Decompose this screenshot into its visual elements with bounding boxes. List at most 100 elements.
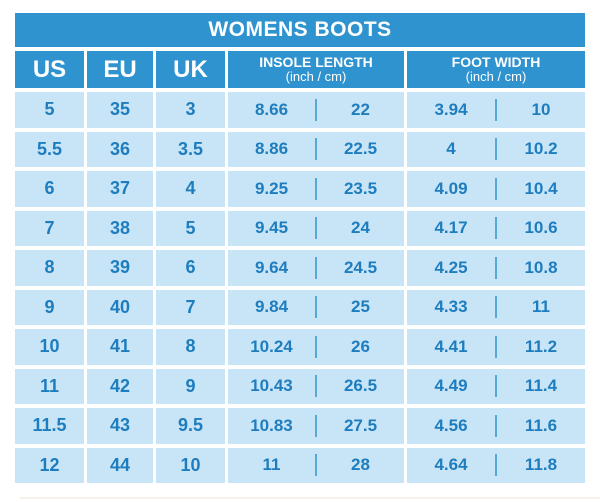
table-row: 9 40 7 9.84 25 4.33 11 — [15, 289, 585, 325]
cell-foot-width: 4.09 10.4 — [407, 171, 585, 207]
cell-divider-line — [495, 454, 497, 477]
cell-divider-line — [495, 335, 497, 358]
insole-length-inch: 9.45 — [254, 218, 289, 238]
cell-divider-line — [315, 375, 317, 398]
foot-width-cm: 11 — [532, 297, 550, 317]
cell-us-size: 11 — [15, 368, 84, 404]
cell-divider-line — [315, 335, 317, 358]
foot-width-inch: 3.94 — [434, 99, 468, 119]
cell-divider-line — [315, 217, 317, 240]
cell-divider-line — [495, 296, 497, 319]
cell-divider-line — [315, 256, 317, 279]
cell-divider-line — [315, 414, 317, 437]
table-row: 6 37 4 9.25 23.5 4.09 10.4 — [15, 171, 585, 207]
cell-divider-line — [495, 375, 497, 398]
foot-width-cm: 11.2 — [524, 336, 558, 356]
cell-us-size: 5.5 — [15, 131, 84, 167]
column-header-uk: UK — [156, 51, 225, 88]
womens-boots-size-table: WOMENS BOOTS US EU UK INSOLE LENGTH (inc… — [15, 13, 585, 483]
cell-us-size: 9 — [15, 289, 84, 325]
cell-eu-size: 36 — [87, 131, 153, 167]
cell-us-size: 8 — [15, 250, 84, 286]
column-header-foot-width: FOOT WIDTH (inch / cm) — [407, 51, 585, 88]
foot-width-inch: 4.17 — [434, 218, 468, 238]
cell-foot-width: 4 10.2 — [407, 131, 585, 167]
cell-foot-width: 4.33 11 — [407, 289, 585, 325]
cell-eu-size: 42 — [87, 368, 153, 404]
cell-insole-length: 10.43 26.5 — [228, 368, 404, 404]
cell-divider-line — [315, 177, 317, 200]
insole-length-inch: 9.25 — [254, 178, 289, 198]
cell-divider-line — [315, 138, 317, 161]
cell-divider-line — [315, 296, 317, 319]
cell-insole-length: 10.24 26 — [228, 329, 404, 365]
cell-eu-size: 43 — [87, 408, 153, 444]
insole-length-inch: 8.86 — [254, 139, 289, 159]
cell-insole-length: 11 28 — [228, 447, 404, 483]
table-row: 12 44 10 11 28 4.64 11.8 — [15, 447, 585, 483]
insole-length-cm: 27.5 — [343, 415, 378, 435]
column-header-foot-width-label: FOOT WIDTH — [451, 53, 541, 70]
bottom-divider-line — [20, 497, 600, 499]
cell-insole-length: 9.45 24 — [228, 210, 404, 246]
insole-length-inch: 10.83 — [250, 415, 293, 435]
cell-uk-size: 3 — [156, 92, 225, 128]
insole-length-cm: 26.5 — [343, 376, 378, 396]
foot-width-inch: 4.09 — [434, 178, 468, 198]
cell-divider-line — [315, 98, 317, 121]
cell-eu-size: 35 — [87, 92, 153, 128]
insole-length-cm: 25 — [351, 297, 370, 317]
foot-width-cm: 11.8 — [524, 455, 558, 475]
column-header-eu: EU — [87, 51, 153, 88]
insole-length-inch: 9.64 — [254, 257, 289, 277]
insole-length-cm: 28 — [351, 455, 370, 475]
cell-uk-size: 5 — [156, 210, 225, 246]
cell-us-size: 6 — [15, 171, 84, 207]
table-row: 11 42 9 10.43 26.5 4.49 11.4 — [15, 368, 585, 404]
cell-foot-width: 4.49 11.4 — [407, 368, 585, 404]
column-header-uk-label: UK — [173, 55, 208, 83]
cell-insole-length: 8.86 22.5 — [228, 131, 404, 167]
table-title: WOMENS BOOTS — [15, 13, 585, 47]
cell-divider-line — [495, 217, 497, 240]
insole-length-cm: 22.5 — [343, 139, 378, 159]
column-header-insole-length-units: (inch / cm) — [285, 69, 347, 85]
table-row: 11.5 43 9.5 10.83 27.5 4.56 11.6 — [15, 408, 585, 444]
foot-width-inch: 4.64 — [434, 455, 468, 475]
table-header-row: US EU UK INSOLE LENGTH (inch / cm) FOOT … — [15, 51, 585, 88]
insole-length-inch: 9.84 — [254, 297, 289, 317]
foot-width-inch: 4.41 — [434, 336, 468, 356]
cell-divider-line — [495, 256, 497, 279]
cell-eu-size: 39 — [87, 250, 153, 286]
foot-width-inch: 4 — [446, 139, 456, 159]
cell-uk-size: 4 — [156, 171, 225, 207]
table-body: 5 35 3 8.66 22 3.94 10 5.5 36 3.5 8.86 2… — [15, 92, 585, 483]
cell-eu-size: 44 — [87, 447, 153, 483]
column-header-eu-label: EU — [103, 55, 137, 83]
foot-width-cm: 10 — [531, 99, 551, 119]
cell-uk-size: 8 — [156, 329, 225, 365]
cell-us-size: 7 — [15, 210, 84, 246]
foot-width-cm: 10.4 — [524, 178, 558, 198]
column-header-insole-length: INSOLE LENGTH (inch / cm) — [228, 51, 404, 88]
foot-width-cm: 11.6 — [524, 415, 558, 435]
cell-eu-size: 40 — [87, 289, 153, 325]
foot-width-cm: 11.4 — [524, 376, 558, 396]
cell-divider-line — [315, 454, 317, 477]
cell-foot-width: 3.94 10 — [407, 92, 585, 128]
insole-length-cm: 24.5 — [343, 257, 378, 277]
column-header-foot-width-units: (inch / cm) — [465, 69, 527, 85]
cell-foot-width: 4.17 10.6 — [407, 210, 585, 246]
cell-uk-size: 3.5 — [156, 131, 225, 167]
cell-us-size: 11.5 — [15, 408, 84, 444]
table-row: 5 35 3 8.66 22 3.94 10 — [15, 92, 585, 128]
cell-insole-length: 9.84 25 — [228, 289, 404, 325]
cell-insole-length: 8.66 22 — [228, 92, 404, 128]
cell-insole-length: 9.64 24.5 — [228, 250, 404, 286]
foot-width-cm: 10.8 — [524, 257, 558, 277]
insole-length-inch: 11 — [262, 455, 281, 475]
cell-us-size: 5 — [15, 92, 84, 128]
column-header-us: US — [15, 51, 84, 88]
foot-width-inch: 4.25 — [434, 257, 468, 277]
cell-us-size: 12 — [15, 447, 84, 483]
